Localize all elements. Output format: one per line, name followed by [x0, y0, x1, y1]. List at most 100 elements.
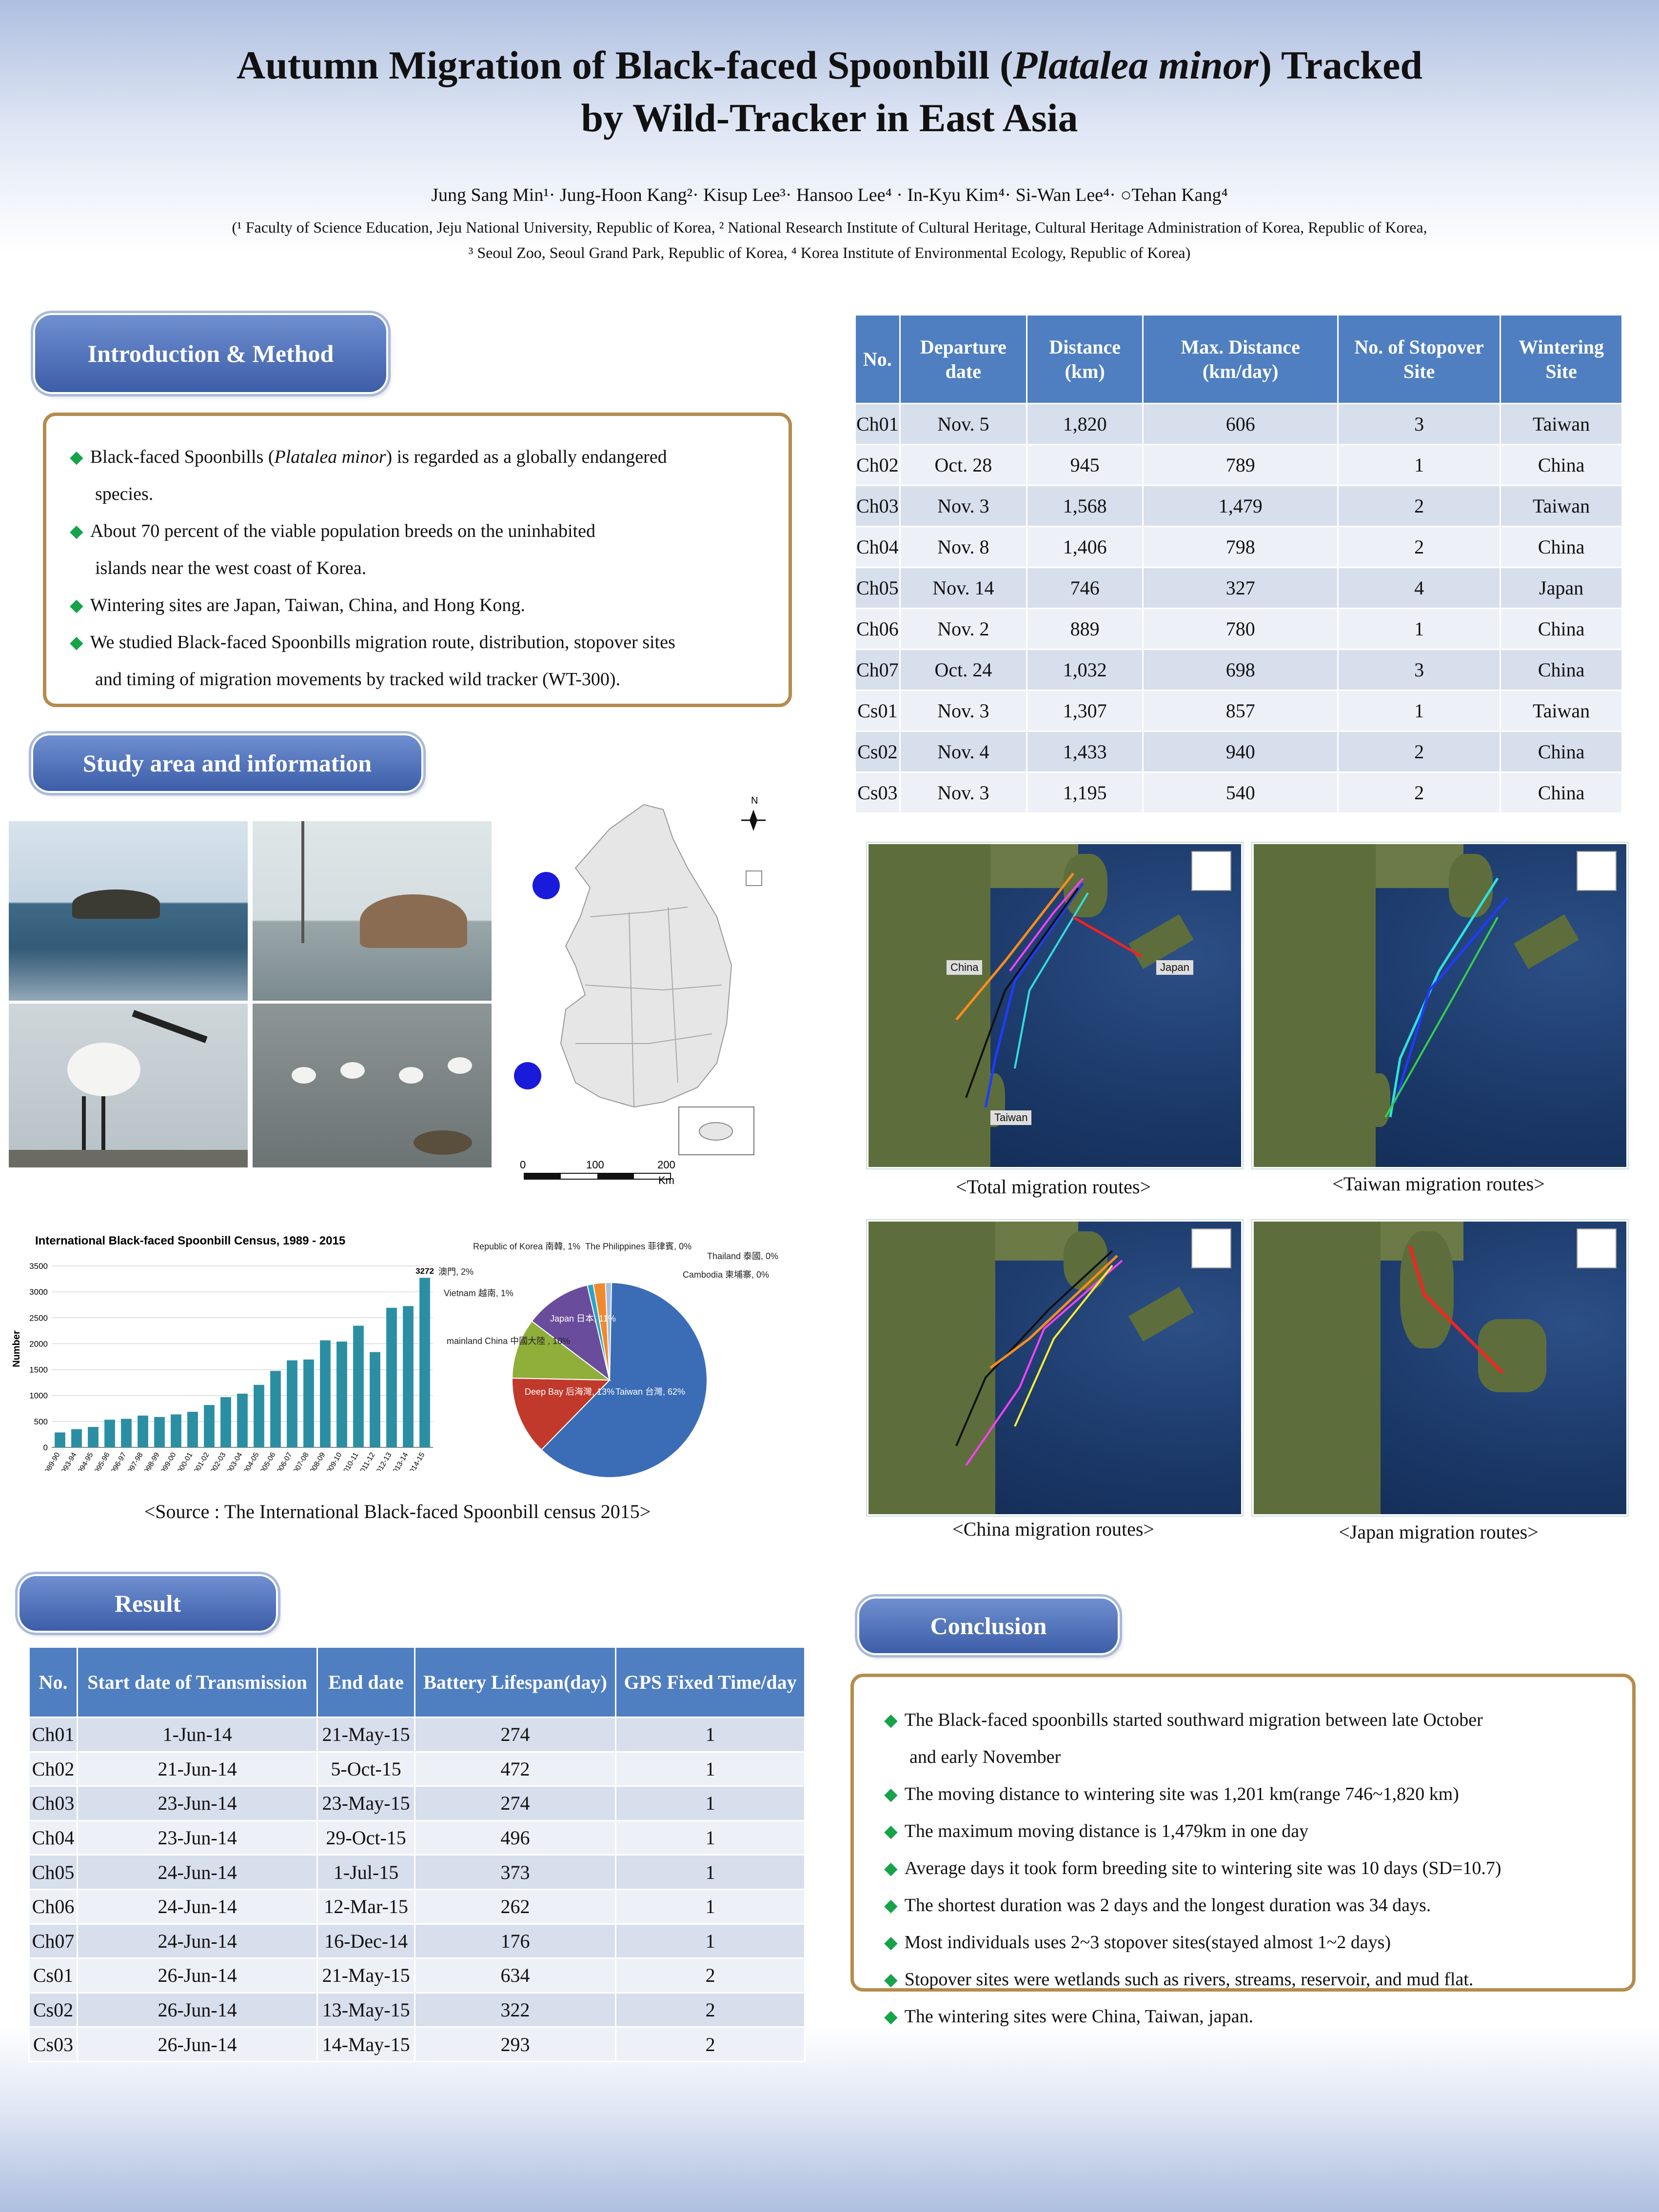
- table-row: Ch06 Nov. 2 889 780 1 China: [854, 608, 1623, 650]
- bar: [386, 1307, 397, 1447]
- table-cell: Ch07: [28, 1923, 79, 1959]
- pie-label-vietnam: Vietnam 越南, 1%: [444, 1288, 514, 1298]
- table-cell: 698: [1142, 649, 1339, 691]
- china-routes-map: [867, 1220, 1243, 1516]
- pie-label-deepbay: Deep Bay 后海灣, 13%: [525, 1387, 614, 1397]
- bar: [154, 1417, 165, 1447]
- pie-label-thailand: Thailand 泰國, 0%: [707, 1251, 778, 1261]
- table-cell: 1: [615, 1717, 806, 1753]
- bar: [320, 1340, 331, 1447]
- bar: [370, 1352, 380, 1447]
- table-cell: Ch07: [854, 649, 901, 691]
- table-cell: 24-Jun-14: [77, 1923, 318, 1959]
- pie-label-mainland: mainland China 中國大陸 , 10%: [447, 1336, 570, 1346]
- x-tick-label: 2002-03: [207, 1451, 227, 1471]
- diamond-bullet-icon: ◆: [884, 1784, 898, 1804]
- y-tick-label: 500: [34, 1417, 48, 1426]
- x-tick-label: 1999-00: [157, 1451, 178, 1471]
- conclusion-bullet: ◆ The Black-faced spoonbills started sout…: [884, 1701, 1632, 1738]
- table-row: Ch01 Nov. 5 1,820 606 3 Taiwan: [854, 403, 1623, 445]
- table-cell: China: [1500, 444, 1623, 486]
- table-cell: 1: [1337, 444, 1501, 486]
- island-photo-1: [9, 821, 248, 1001]
- section-header-conclusion: Conclusion: [859, 1599, 1118, 1653]
- bar: [171, 1414, 181, 1447]
- table-cell: 262: [414, 1888, 617, 1925]
- table-cell: Nov. 4: [899, 731, 1028, 773]
- diamond-bullet-icon: ◆: [884, 1933, 898, 1952]
- conclusion-bullet: ◆ Average days it took form breeding site…: [884, 1850, 1632, 1887]
- table-cell: Cs01: [854, 690, 901, 732]
- bullet-italic: Platalea minor: [274, 447, 386, 467]
- table-cell: 3: [1337, 649, 1501, 691]
- y-tick-label: 3500: [29, 1262, 48, 1271]
- table-cell: 26-Jun-14: [77, 2026, 318, 2062]
- table-cell: Ch06: [854, 608, 901, 650]
- intro-bullet: ◆ Wintering sites are Japan, Taiwan, Chin…: [70, 587, 789, 624]
- affiliation-line2: ³ Seoul Zoo, Seoul Grand Park, Republic …: [468, 244, 1191, 261]
- table-cell: Oct. 28: [899, 444, 1028, 486]
- conclusion-bullet: ◆ The maximum moving distance is 1,479km …: [884, 1813, 1632, 1850]
- scale-label-0: 0: [520, 1159, 526, 1171]
- route-lines: [955, 1250, 1123, 1466]
- table-row: Cs01 26-Jun-14 21-May-15 634 2: [28, 1957, 806, 1994]
- table-cell: 1-Jun-14: [77, 1717, 318, 1753]
- table-cell: 322: [414, 1992, 617, 2028]
- x-tick-label: 2010-11: [340, 1451, 360, 1471]
- table-row: Ch07 24-Jun-14 16-Dec-14 176 1: [28, 1923, 806, 1959]
- table-row: Cs01 Nov. 3 1,307 857 1 Taiwan: [854, 690, 1623, 732]
- table-cell: Nov. 8: [899, 526, 1028, 568]
- table-cell: 3: [1337, 403, 1501, 445]
- poster-title: Autumn Migration of Black-faced Spoonbil…: [0, 39, 1659, 144]
- breeding-site-marker-north: [533, 872, 560, 899]
- table-cell: Cs02: [854, 731, 901, 773]
- census-bar-chart: International Black-faced Spoonbill Cens…: [11, 1234, 434, 1471]
- diamond-bullet-icon: ◆: [884, 1970, 898, 1989]
- conclusion-bullet: ◆ The shortest duration was 2 days and th…: [884, 1887, 1632, 1924]
- bar: [270, 1371, 281, 1447]
- data-label: 3272: [415, 1266, 434, 1276]
- diamond-bullet-icon: ◆: [70, 447, 83, 467]
- x-tick-label: 2011-12: [356, 1451, 377, 1471]
- intro-bullet: ◆ We studied Black-faced Spoonbills migra…: [70, 624, 789, 661]
- table-cell: 14-May-15: [316, 2026, 415, 2062]
- table-cell: 746: [1026, 567, 1144, 609]
- table-cell: Nov. 3: [899, 485, 1028, 527]
- conclusion-bullet: ◆ Stopover sites were wetlands such as ri…: [884, 1961, 1632, 1998]
- conclusion-box: ◆ The Black-faced spoonbills started sout…: [850, 1674, 1636, 2027]
- table-cell: Cs03: [854, 771, 901, 814]
- x-tick-label: 1997-98: [124, 1451, 144, 1471]
- table-cell: Taiwan: [1500, 403, 1623, 445]
- table-cell: 274: [414, 1785, 617, 1821]
- table-row: Ch06 24-Jun-14 12-Mar-15 262 1: [28, 1888, 806, 1925]
- table-row: Ch03 Nov. 3 1,568 1,479 2 Taiwan: [854, 485, 1623, 527]
- table-cell: 1: [615, 1888, 806, 1925]
- bar: [287, 1360, 297, 1447]
- table-cell: 2: [615, 1992, 806, 2028]
- migration-summary-table: No. Departure date Distance (km) Max. Dista…: [854, 314, 1623, 814]
- table-cell: 1,433: [1026, 731, 1144, 773]
- bar: [104, 1420, 115, 1447]
- caption-total-routes: <Total migration routes>: [955, 1176, 1151, 1198]
- table-cell: 5-Oct-15: [316, 1751, 415, 1787]
- pie-label-taiwan: Taiwan 台灣, 62%: [615, 1387, 685, 1397]
- bar: [55, 1432, 65, 1447]
- bar: [121, 1419, 132, 1447]
- diamond-bullet-icon: ◆: [884, 2007, 898, 2026]
- japan-routes-map: [1252, 1220, 1628, 1516]
- bullet-text: Most individuals uses 2~3 stopover sites…: [904, 1932, 1391, 1953]
- table-cell: 472: [414, 1751, 617, 1787]
- table-header-cell: Battery Lifespan(day): [414, 1646, 617, 1718]
- table-header-cell: No.: [28, 1646, 79, 1718]
- table-cell: 1: [615, 1751, 806, 1787]
- bullet-text: The maximum moving distance is 1,479km i…: [904, 1821, 1309, 1841]
- pie-slice: [512, 1377, 611, 1451]
- table-cell: 23-Jun-14: [77, 1819, 318, 1856]
- table-cell: 29-Oct-15: [316, 1819, 415, 1856]
- caption-china-routes: <China migration routes>: [952, 1518, 1154, 1540]
- bar: [237, 1393, 248, 1447]
- bullet-text: Average days it took form breeding site …: [904, 1858, 1501, 1878]
- table-cell: 2: [1337, 731, 1501, 773]
- table-cell: 780: [1142, 608, 1339, 650]
- x-tick-label: 1996-97: [107, 1451, 128, 1471]
